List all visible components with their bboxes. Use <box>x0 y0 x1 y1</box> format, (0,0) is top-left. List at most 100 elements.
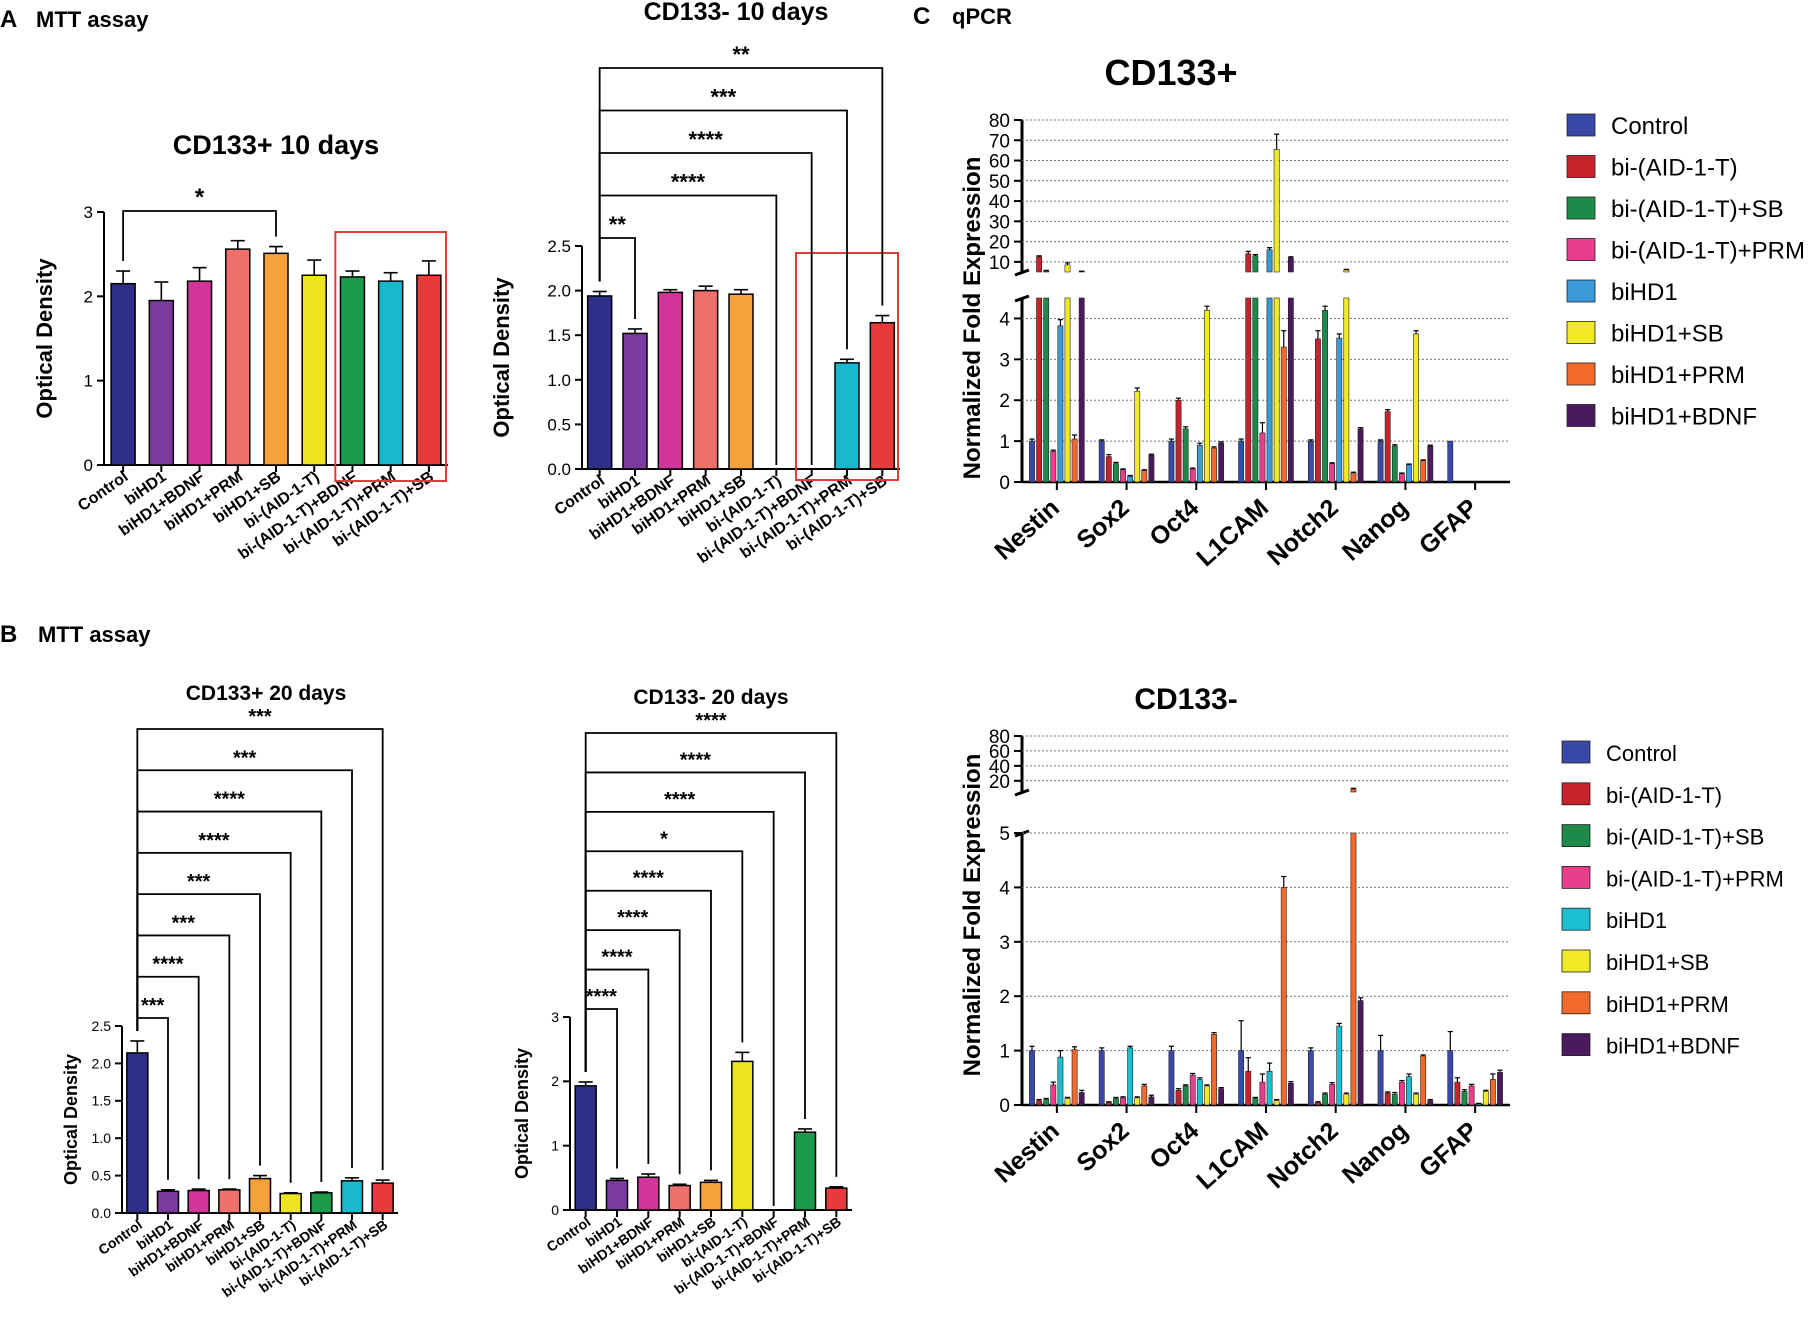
significance-label: **** <box>664 789 695 811</box>
bar-bi-aid-1-t-sb <box>416 274 442 466</box>
bar-nestin-control <box>1029 1050 1035 1106</box>
significance-label: *** <box>141 995 165 1017</box>
chart-cd133pos-10days: CD133+ 10 days Optical Density 0 1 2 3 Control… <box>32 130 448 563</box>
chart-title: CD133- 20 days <box>633 686 788 709</box>
y-tick-label: 2.0 <box>92 1055 112 1071</box>
bar-control <box>110 282 136 466</box>
bar-sox2-bihd1 <box>1127 1047 1134 1106</box>
x-tick-label: Nanog <box>1337 494 1414 567</box>
significance-label: **** <box>617 907 648 929</box>
y-tick-label: 0 <box>551 1202 559 1218</box>
significance-label: **** <box>152 954 183 976</box>
bar-nestin-bihd1-bdnf <box>1078 297 1085 483</box>
y-tick-label: 30 <box>989 212 1010 233</box>
bar-sox2-bi-aid-1-t-sb <box>1113 463 1119 483</box>
y-tick-label: 1.5 <box>92 1093 112 1109</box>
x-tick-label: Nestin <box>989 494 1065 566</box>
bar-oct4-bihd1-prm <box>1211 447 1217 483</box>
y-tick-label: 2.5 <box>92 1018 112 1034</box>
y-tick-label: 3 <box>999 933 1010 954</box>
bar-oct4-bi-aid-1-t-sb <box>1182 428 1189 483</box>
legend-label-bihd1-sb: biHD1+SB <box>1606 950 1709 975</box>
axis-break-mark <box>1014 788 1030 797</box>
significance-label: **** <box>633 868 664 890</box>
bar-sox2-bihd1-sb <box>1134 390 1141 483</box>
x-tick-label: Oct4 <box>1144 494 1204 552</box>
panel-text-b: MTT assay <box>38 622 151 647</box>
bar-l1cam-bi-aid-1-t-sb <box>1252 1098 1259 1106</box>
legend-swatch-bi-aid-1-t-sb <box>1561 824 1591 847</box>
legend-label-bi-aid-1-t-prm: bi-(AID-1-T)+PRM <box>1606 866 1784 891</box>
legend-label-bi-aid-1-t-sb: bi-(AID-1-T)+SB <box>1611 196 1784 223</box>
axis-break-mark <box>1014 268 1030 277</box>
y-tick-label: 3 <box>84 203 93 222</box>
legend-swatch-bi-aid-1-t-sb <box>1566 196 1596 220</box>
bar-l1cam-bihd1-sb <box>1273 297 1280 483</box>
significance-label: ** <box>732 42 750 67</box>
significance-bracket <box>136 1017 169 1180</box>
y-tick-label: 1 <box>551 1138 559 1154</box>
bar-oct4-bihd1-bdnf <box>1218 1088 1225 1106</box>
bar-bi-aid-1-t-bdnf <box>339 276 366 466</box>
significance-label: *** <box>710 85 736 110</box>
bar-bi-aid-1-t-sb <box>825 1187 848 1211</box>
panel-letter-a: A <box>0 6 17 33</box>
bar-bihd1 <box>622 332 648 470</box>
significance-bracket <box>598 109 848 350</box>
bar-upper-l1cam-bihd1 <box>1266 249 1273 273</box>
bar-bihd1-sb <box>728 293 754 470</box>
bar-sox2-bi-aid-1-t <box>1105 456 1112 483</box>
bar-nestin-bihd1-sb <box>1064 297 1071 483</box>
bar-bi-aid-1-t-bdnf <box>310 1192 333 1214</box>
bar-oct4-control <box>1168 440 1175 483</box>
bar-bihd1-prm <box>692 289 719 470</box>
x-tick-label: L1CAM <box>1191 1117 1274 1195</box>
bar-bihd1-bdnf <box>187 1189 210 1214</box>
x-tick-label: Oct4 <box>1144 1117 1204 1175</box>
bar-nanog-bi-aid-1-t-sb <box>1391 1093 1398 1106</box>
significance-label: *** <box>187 871 211 893</box>
bar-bi-aid-1-t-sb <box>869 321 896 470</box>
bar-nanog-bihd1 <box>1406 1076 1412 1106</box>
bar-nanog-control <box>1377 440 1384 483</box>
significance-label: *** <box>233 747 257 769</box>
legend-label-bihd1: biHD1 <box>1611 279 1678 306</box>
y-tick-label: 80 <box>989 727 1010 748</box>
bar-nestin-bihd1 <box>1057 325 1064 483</box>
bar-upper-notch2-bihd1-sb <box>1343 269 1350 273</box>
y-tick-label: 1 <box>999 432 1010 453</box>
significance-label: ** <box>609 212 627 237</box>
bar-oct4-bi-aid-1-t-prm <box>1189 1074 1196 1106</box>
bar-bi-aid-1-t-prm <box>340 1180 364 1214</box>
y-tick-label: 2 <box>999 391 1010 412</box>
panel-letter-c: C <box>913 3 930 30</box>
bar-nestin-bihd1-sb <box>1064 1098 1071 1106</box>
bar-l1cam-bihd1-sb <box>1273 1100 1280 1106</box>
bar-bi-aid-1-t-prm <box>377 280 404 466</box>
bar-oct4-bi-aid-1-t <box>1175 399 1182 483</box>
significance-bracket <box>598 237 636 319</box>
bar-bi-aid-1-t-prm <box>793 1131 817 1211</box>
significance-label: * <box>195 184 205 211</box>
panel-label-c: C qPCR <box>913 3 1012 30</box>
legend-swatch-bihd1 <box>1566 279 1596 303</box>
significance-label: **** <box>601 947 632 969</box>
y-tick-label: 1 <box>84 372 93 391</box>
bar-nestin-bi-aid-1-t-sb <box>1043 297 1050 483</box>
significance-label: **** <box>671 170 706 195</box>
bar-upper-l1cam-bi-aid-1-t-sb <box>1252 255 1259 273</box>
bar-sox2-control <box>1098 1050 1105 1106</box>
bar-notch2-bi-aid-1-t-prm <box>1329 1084 1336 1106</box>
significance-bracket <box>584 1008 618 1169</box>
panel-text-c: qPCR <box>952 4 1012 29</box>
bar-bihd1-bdnf <box>186 280 213 466</box>
y-tick-label: 3 <box>551 1009 559 1025</box>
legend-swatch-bi-aid-1-t-prm <box>1561 866 1591 889</box>
significance-label: **** <box>198 830 229 852</box>
significance-bracket <box>584 929 681 1175</box>
bar-upper-nestin-bi-aid-1-t <box>1036 256 1043 273</box>
legend-swatch-control <box>1566 113 1596 137</box>
bar-nestin-bihd1-prm <box>1071 438 1078 483</box>
bar-gfap-control <box>1447 440 1454 483</box>
